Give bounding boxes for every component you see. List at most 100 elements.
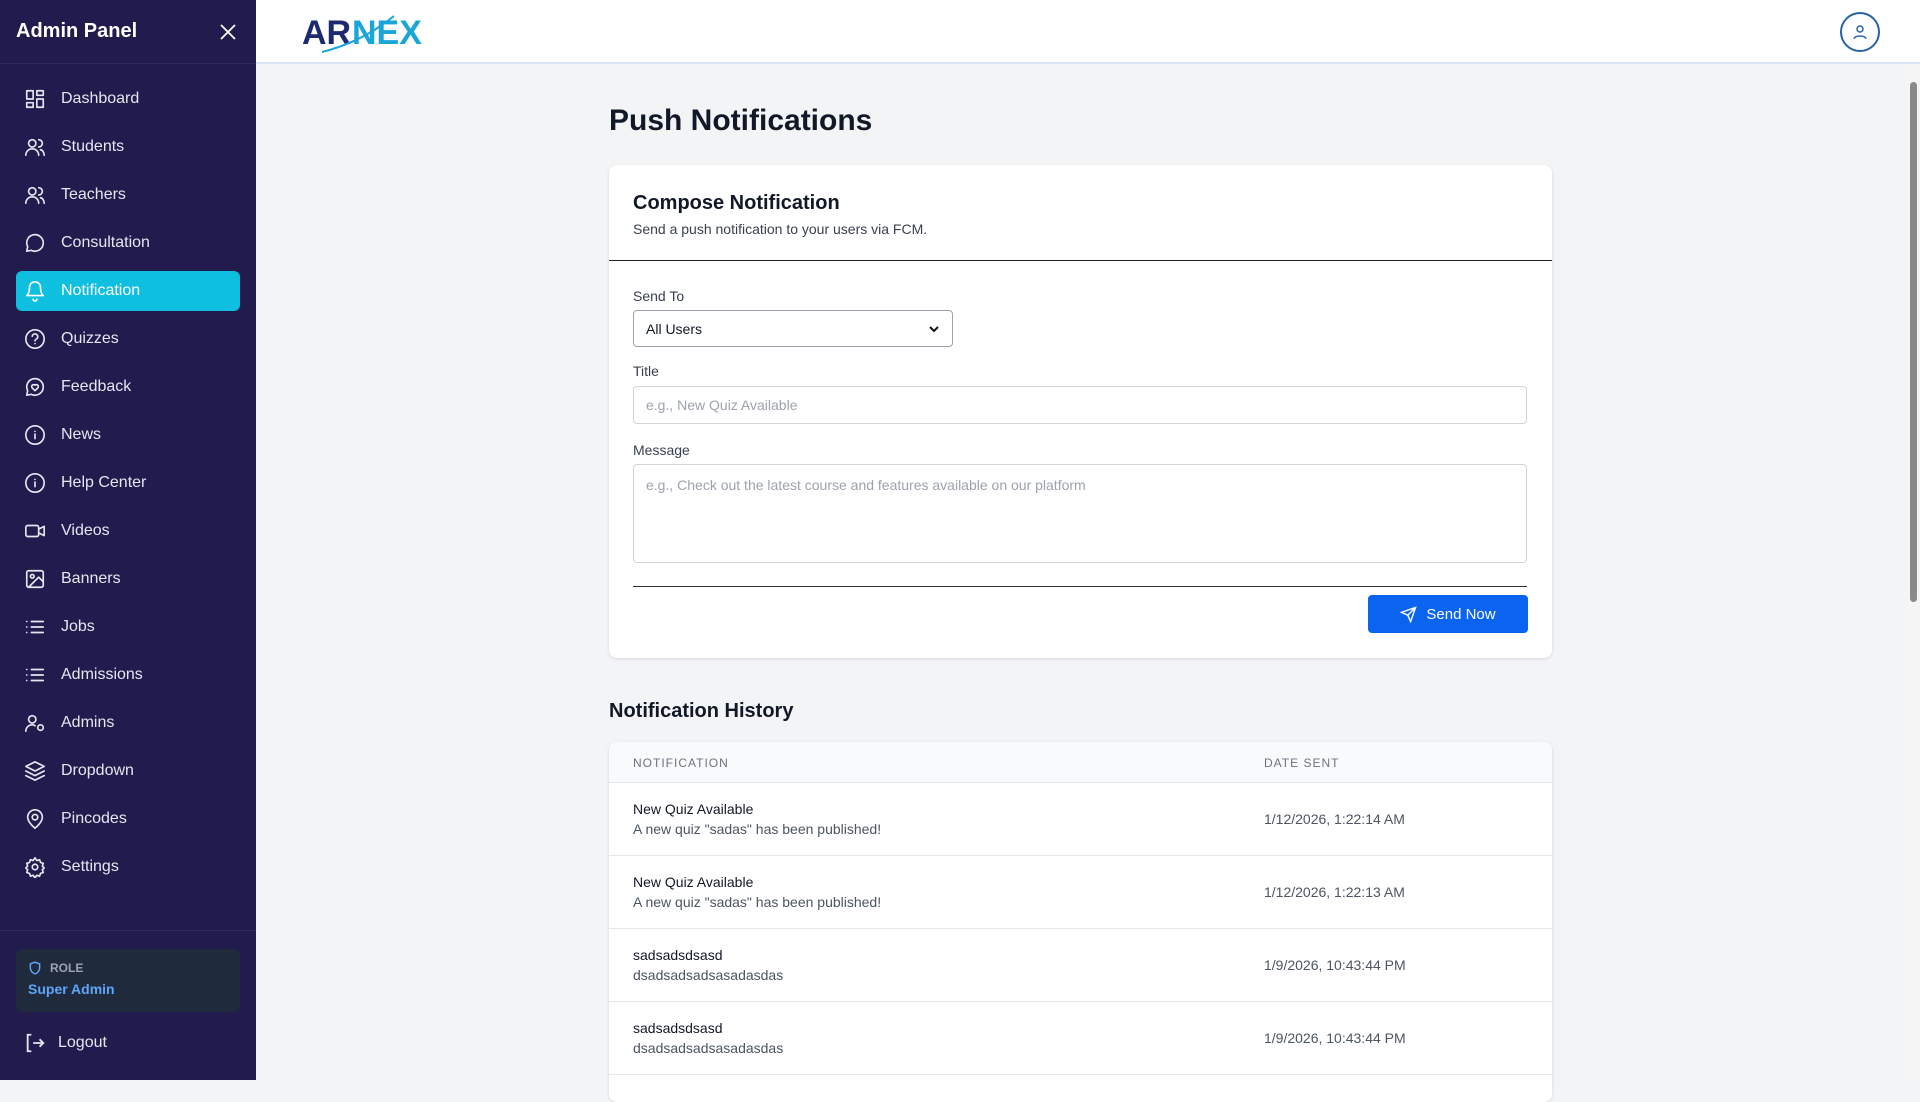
send-to-value: All Users [646, 320, 703, 337]
role-value: Super Admin [28, 981, 115, 997]
date-sent: 1/12/2026, 1:22:14 AM [1264, 811, 1405, 827]
sidebar-item-label: Banners [61, 570, 121, 587]
table-row[interactable]: New Quiz Available A new quiz "sadas" has… [609, 783, 1552, 856]
sidebar-item-label: Consultation [61, 234, 150, 251]
sidebar-item-jobs[interactable]: Jobs [16, 607, 240, 647]
sidebar-item-admins[interactable]: Admins [16, 703, 240, 743]
sidebar-nav: Dashboard Students Teachers Consultation Not… [0, 64, 256, 887]
chat-icon [25, 233, 45, 253]
sidebar-item-label: Notification [61, 282, 141, 299]
column-date-sent: DATE SENT [1264, 756, 1340, 770]
logout-icon [26, 1033, 45, 1053]
sidebar-footer: ROLE Super Admin Logout [0, 930, 256, 1054]
users-icon [25, 186, 45, 205]
column-notification: NOTIFICATION [633, 756, 729, 770]
send-now-label: Send Now [1426, 605, 1496, 623]
user-icon [1853, 25, 1867, 40]
date-sent: 1/9/2026, 10:43:44 PM [1264, 957, 1406, 973]
sidebar-item-settings[interactable]: Settings [16, 847, 240, 887]
sidebar-item-notification[interactable]: Notification [16, 271, 240, 311]
list-icon [25, 620, 45, 634]
sidebar-item-quizzes[interactable]: Quizzes [16, 319, 240, 359]
sidebar-title: Admin Panel [16, 20, 138, 42]
sidebar-item-teachers[interactable]: Teachers [16, 175, 240, 215]
sidebar-item-label: Dashboard [61, 90, 140, 107]
sidebar-item-feedback[interactable]: Feedback [16, 367, 240, 407]
table-row[interactable]: New Quiz Available A new quiz "sadas" has… [609, 856, 1552, 929]
notification-title: sadsadsdsasd [633, 947, 723, 963]
scrollbar-thumb[interactable] [1910, 82, 1917, 602]
close-icon[interactable] [216, 20, 240, 44]
sidebar-item-label: Feedback [61, 378, 132, 395]
sidebar-item-dashboard[interactable]: Dashboard [16, 79, 240, 119]
user-cog-icon [25, 714, 45, 733]
bell-icon [25, 281, 45, 302]
layers-icon [25, 761, 45, 781]
sidebar-item-dropdown[interactable]: Dropdown [16, 751, 240, 791]
sidebar-item-consultation[interactable]: Consultation [16, 223, 240, 263]
title-input[interactable]: e.g., New Quiz Available [633, 386, 1527, 424]
notification-title: New Quiz Available [633, 874, 754, 890]
compose-subtitle: Send a push notification to your users v… [633, 221, 928, 237]
users-icon [25, 138, 45, 157]
message-label: Message [633, 442, 690, 458]
sidebar-item-label: Students [61, 138, 125, 155]
sidebar-item-students[interactable]: Students [16, 127, 240, 167]
sidebar-item-banners[interactable]: Banners [16, 559, 240, 599]
logout-label: Logout [58, 1034, 107, 1051]
sidebar-item-label: Admissions [61, 666, 143, 683]
sidebar-item-videos[interactable]: Videos [16, 511, 240, 551]
notification-message: dsadsadsadsasadasdas [633, 1040, 784, 1056]
svg-text:NEX: NEX [352, 14, 422, 52]
notification-message: A new quiz "sadas" has been published! [633, 821, 882, 837]
sidebar-item-pincodes[interactable]: Pincodes [16, 799, 240, 839]
sidebar-item-label: Help Center [61, 474, 147, 491]
sidebar-item-news[interactable]: News [16, 415, 240, 455]
sidebar-item-label: News [61, 426, 102, 443]
table-header: NOTIFICATION DATE SENT [609, 742, 1552, 783]
send-now-button[interactable]: Send Now [1368, 595, 1528, 633]
send-icon [1400, 605, 1418, 623]
heart-chat-icon [25, 377, 45, 397]
list-icon [25, 668, 45, 682]
table-row[interactable]: sadsadsdsasd dsadsadsadsasadasdas 1/9/2026… [609, 1002, 1552, 1075]
sidebar-item-help-center[interactable]: Help Center [16, 463, 240, 503]
top-header: AR NEX [256, 0, 1920, 64]
notification-title: New Quiz Available [633, 801, 754, 817]
shield-icon [29, 961, 41, 975]
date-sent: 1/12/2026, 1:22:13 AM [1264, 884, 1405, 900]
notification-message: A new quiz "sadas" has been published! [633, 894, 882, 910]
sidebar-item-label: Admins [61, 714, 115, 731]
scrollbar[interactable] [1906, 64, 1920, 1080]
sidebar-item-label: Jobs [61, 618, 95, 635]
logout-button[interactable]: Logout [24, 1032, 256, 1054]
notification-message: dsadsadsadsasadasdas [633, 967, 784, 983]
send-to-select[interactable]: All Users [633, 310, 953, 347]
date-sent: 1/9/2026, 10:43:44 PM [1264, 1030, 1406, 1046]
sidebar-item-label: Settings [61, 858, 119, 875]
compose-title: Compose Notification [633, 192, 840, 214]
divider [633, 586, 1527, 587]
arnex-logo[interactable]: AR NEX [302, 12, 422, 59]
sidebar-item-admissions[interactable]: Admissions [16, 655, 240, 695]
history-title: Notification History [609, 700, 794, 722]
role-box: ROLE Super Admin [16, 949, 240, 1012]
sidebar-item-label: Teachers [61, 186, 126, 203]
title-label: Title [633, 363, 659, 379]
history-table: NOTIFICATION DATE SENT New Quiz Availabl… [609, 742, 1552, 1102]
notification-title: sadsadsdsasd [633, 1020, 723, 1036]
chevron-down-icon [929, 325, 939, 332]
user-avatar-button[interactable] [1840, 12, 1880, 52]
sidebar: Admin Panel Dashboard Students Teachers Con… [0, 0, 256, 1080]
sidebar-item-label: Dropdown [61, 762, 134, 779]
sidebar-item-label: Quizzes [61, 330, 119, 347]
compose-card: Compose Notification Send a push notific… [609, 165, 1552, 658]
video-icon [25, 524, 45, 538]
message-textarea[interactable]: e.g., Check out the latest course and fe… [633, 464, 1527, 563]
table-row[interactable]: sadsadsdsasd dsadsadsadsasadasdas 1/9/2026… [609, 929, 1552, 1002]
sidebar-item-label: Videos [61, 522, 110, 539]
info-icon [25, 473, 45, 493]
sidebar-item-label: Pincodes [61, 810, 127, 827]
gear-icon [25, 857, 45, 878]
page-title: Push Notifications [609, 104, 873, 137]
